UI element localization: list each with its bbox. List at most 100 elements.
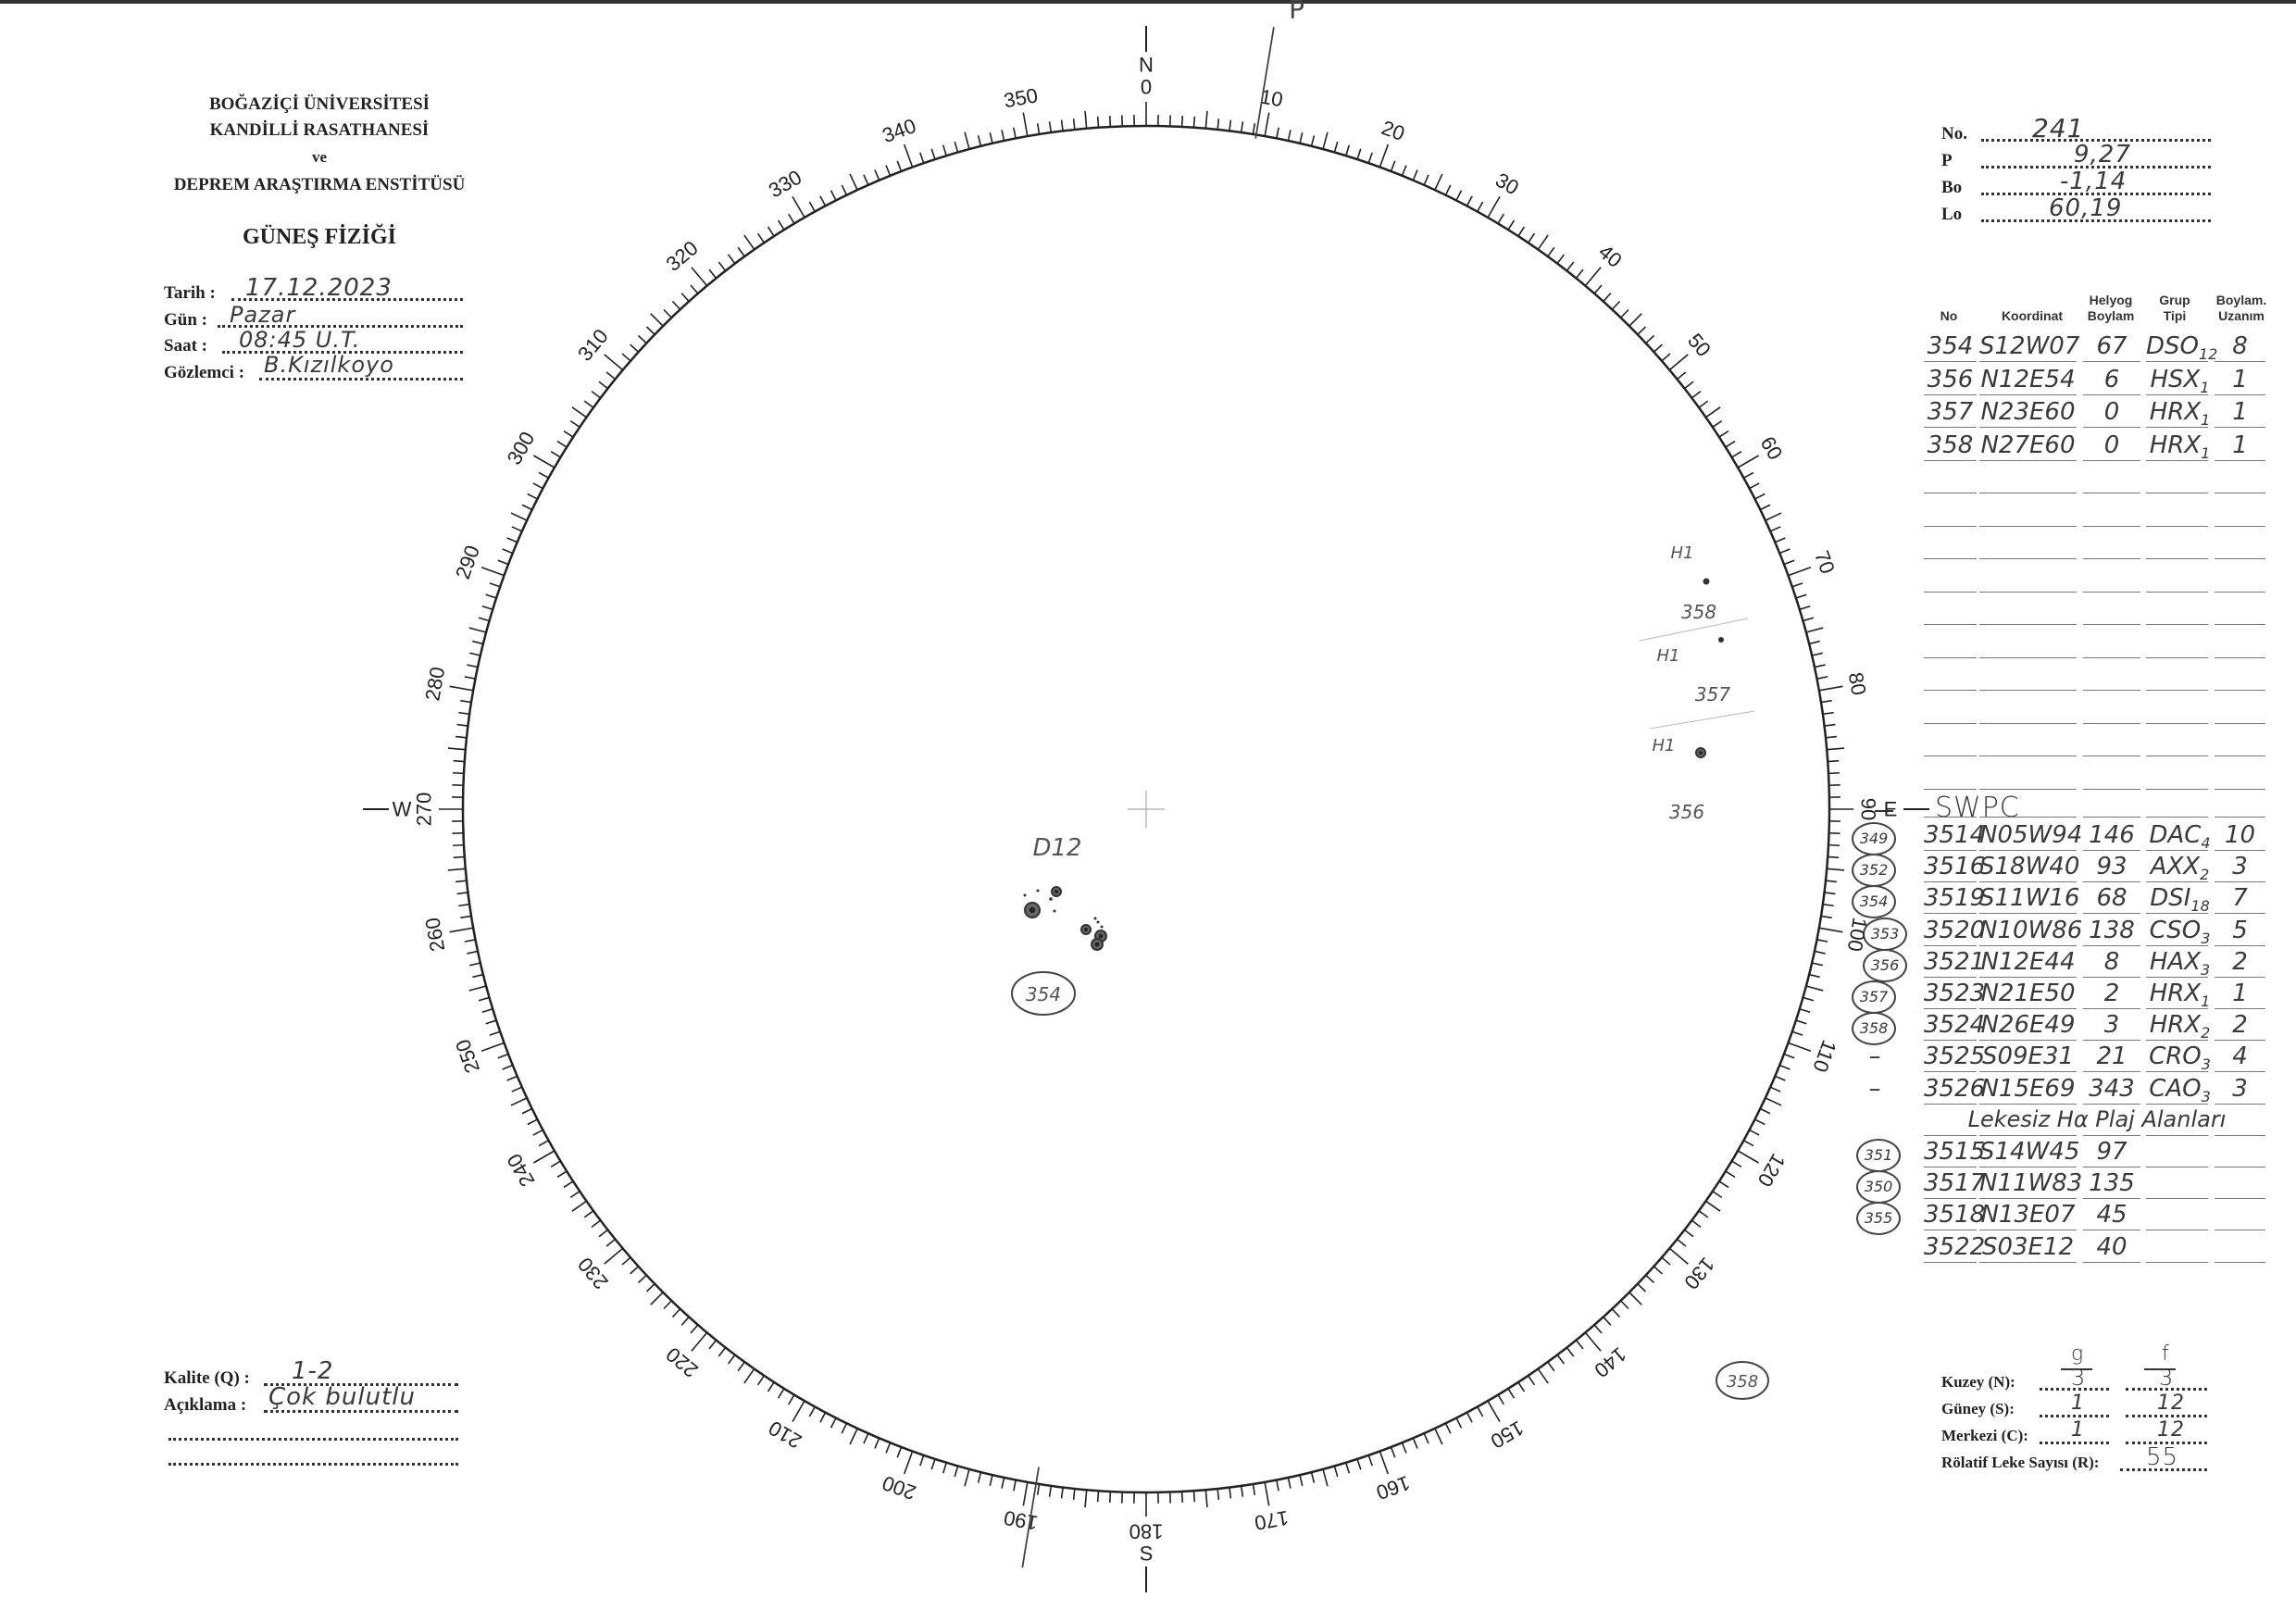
degree-label: 120	[1753, 1150, 1790, 1191]
group-type: DSI	[2150, 884, 2191, 913]
compass-n: N	[1139, 54, 1154, 77]
row-underline	[1979, 393, 2077, 395]
degree-tick	[727, 254, 736, 265]
row-underline	[1979, 1008, 2077, 1009]
degree-tick	[1754, 1118, 1766, 1126]
degree-tick	[1036, 1483, 1041, 1495]
sunspot-umbra	[1094, 942, 1100, 947]
relative-number-dots	[2120, 1468, 2207, 1471]
remark-label: Açıklama :	[164, 1395, 247, 1415]
relative-number-value: 55	[2146, 1443, 2179, 1471]
degree-tick	[538, 1140, 549, 1147]
degree-tick	[468, 985, 487, 992]
row-underline	[2146, 624, 2208, 625]
row-underline	[2215, 656, 2265, 658]
cell-helio: 0	[2103, 398, 2120, 426]
row-underline	[2146, 913, 2208, 915]
cell-helio: 8	[2103, 947, 2120, 976]
degree-tick	[1778, 548, 1791, 555]
degree-tick	[903, 144, 914, 168]
group-type: HRX	[2149, 1011, 2202, 1040]
degree-tick	[1556, 254, 1566, 265]
row-underline	[1979, 976, 2077, 978]
degree-tick	[1769, 526, 1781, 532]
row-underline	[2146, 722, 2208, 724]
degree-tick	[447, 868, 466, 871]
row-underline	[2215, 722, 2265, 724]
sunspot-umbra	[1098, 933, 1104, 939]
group-type: HRX	[2149, 431, 2202, 459]
degree-tick	[1593, 1324, 1603, 1334]
bo-value: -1,14	[2060, 168, 2128, 195]
degree-tick	[1310, 1471, 1316, 1483]
header-boylam-uzanim: Boylam. Uzanım	[2215, 293, 2267, 323]
row-underline	[2215, 591, 2265, 593]
degree-tick	[1036, 123, 1041, 135]
degree-tick	[989, 1474, 993, 1486]
degree-tick	[691, 267, 708, 287]
row-underline	[2083, 944, 2140, 946]
row-underline	[2083, 361, 2140, 362]
degree-tick	[532, 1150, 555, 1164]
no-label: No.	[1941, 124, 1967, 144]
row-underline	[2083, 525, 2140, 527]
degree-tick	[563, 430, 574, 438]
degree-tick	[808, 1406, 816, 1417]
row-underline	[2215, 624, 2265, 625]
degree-tick	[1299, 1474, 1304, 1486]
degree-label: 340	[880, 114, 919, 147]
cell-no: 3520	[1924, 916, 1986, 944]
remark-line-2	[168, 1438, 458, 1441]
degree-tick	[1217, 1488, 1220, 1500]
degree-tick	[460, 699, 472, 704]
degree-tick	[1628, 313, 1642, 327]
degree-label: 150	[1487, 1416, 1528, 1453]
degree-tick	[1668, 1247, 1689, 1265]
degree-tick	[1584, 267, 1602, 287]
row-underline	[2083, 656, 2140, 658]
local-number-dash: –	[1868, 1074, 1881, 1103]
degree-label: 350	[1002, 83, 1040, 112]
outside-358-circle	[1716, 1361, 1769, 1400]
cell-no: 3524	[1924, 1011, 1986, 1040]
row-underline	[2083, 881, 2140, 883]
group-356-class-label: H1	[1653, 736, 1676, 755]
group-type-subscript: 18	[2190, 897, 2210, 916]
p-label: P	[1941, 151, 1953, 170]
row-underline	[1924, 1134, 1977, 1136]
degree-tick	[1825, 735, 1837, 739]
degree-tick	[527, 493, 538, 500]
degree-tick	[460, 915, 472, 919]
group-357-class-label: H1	[1657, 646, 1680, 666]
sunspot-umbra	[1084, 928, 1088, 931]
row-underline	[1924, 722, 1977, 724]
compass-s: S	[1140, 1542, 1154, 1566]
cell-group-type: DAC4	[2146, 821, 2214, 852]
cell-no: 3525	[1924, 1042, 1986, 1071]
group-type-subscript: 3	[2200, 960, 2211, 979]
row-underline	[1924, 881, 1977, 883]
degree-tick	[472, 640, 484, 645]
cell-no: 354	[1927, 332, 1974, 360]
cell-extent: 2	[2232, 1011, 2248, 1040]
degree-tick	[930, 1458, 936, 1470]
row-underline	[1924, 361, 1977, 362]
degree-tick	[1390, 160, 1396, 172]
group-type: DSO	[2146, 332, 2199, 360]
degree-tick	[1827, 747, 1845, 751]
degree-tick	[1048, 1485, 1053, 1497]
degree-tick	[510, 512, 528, 521]
degree-tick	[598, 1229, 608, 1238]
p-dots	[1981, 166, 2211, 169]
degree-tick	[571, 1200, 587, 1212]
degree-tick	[1434, 1428, 1443, 1445]
degree-tick	[458, 903, 470, 907]
row-underline	[1924, 656, 1977, 658]
degree-tick	[1799, 1008, 1811, 1014]
row-underline	[2146, 1103, 2208, 1105]
group-type-subscript: 3	[2201, 1087, 2211, 1105]
quality-value: 1-2	[292, 1357, 334, 1385]
degree-tick	[919, 152, 925, 164]
degree-tick	[469, 652, 481, 656]
cell-extent: 1	[2232, 980, 2248, 1007]
